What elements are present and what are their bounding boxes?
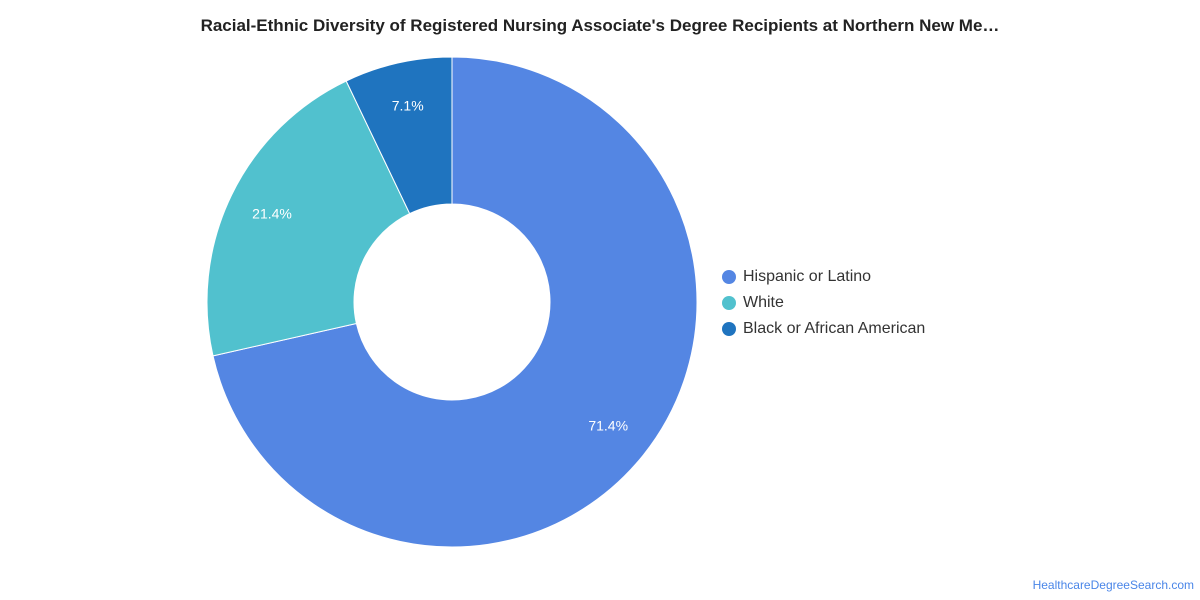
slices-group xyxy=(206,56,698,548)
slice-label-hispanic-or-latino: 71.4% xyxy=(588,418,628,434)
legend-item-white[interactable]: White xyxy=(722,294,784,311)
legend-swatch xyxy=(722,270,736,284)
watermark[interactable]: HealthcareDegreeSearch.com xyxy=(1032,578,1194,592)
slice-labels-group: 71.4% 21.4% 7.1% xyxy=(252,98,628,434)
legend-item-black-or-african-american[interactable]: Black or African American xyxy=(722,320,925,337)
legend-swatch xyxy=(722,296,736,310)
legend-label: Hispanic or Latino xyxy=(743,268,871,285)
legend: Hispanic or Latino White Black or African … xyxy=(722,268,925,337)
legend-item-hispanic-or-latino[interactable]: Hispanic or Latino xyxy=(722,268,871,285)
slice-black-or-african-american[interactable] xyxy=(345,56,453,215)
chart-title: Racial-Ethnic Diversity of Registered Nu… xyxy=(200,16,1000,35)
slice-hispanic-or-latino[interactable] xyxy=(212,56,698,548)
legend-label: Black or African American xyxy=(743,320,925,337)
legend-swatch xyxy=(722,322,736,336)
slice-label-black-or-african-american: 7.1% xyxy=(392,98,424,114)
legend-label: White xyxy=(743,294,784,311)
slice-white[interactable] xyxy=(206,80,411,357)
slice-label-white: 21.4% xyxy=(252,205,292,221)
